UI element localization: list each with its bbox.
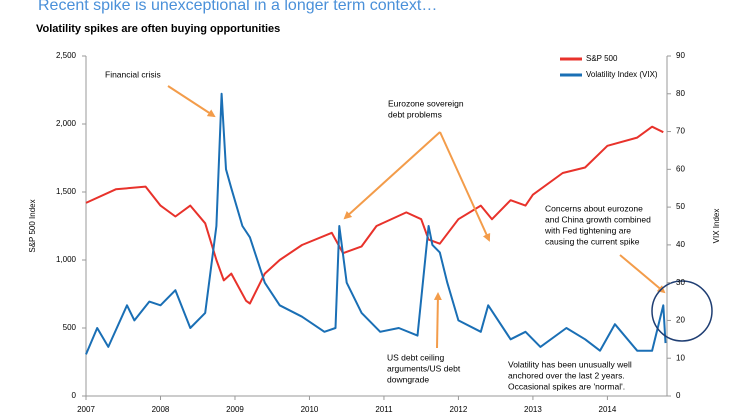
chart-subtitle: Volatility spikes are often buying oppor… <box>36 23 280 35</box>
arrow <box>433 292 442 349</box>
chart-title: Recent spike is unexceptional in a longe… <box>38 0 437 14</box>
annotation: Volatility has been unusually well <box>508 359 632 369</box>
x-tick-label: 2011 <box>375 405 393 414</box>
series-line <box>85 125 664 305</box>
arrow <box>619 254 666 294</box>
annotation: Financial crisis <box>105 69 161 79</box>
annotation: with Fed tightening are <box>544 225 631 235</box>
y-tick-label: 1,000 <box>56 255 77 264</box>
annotation: anchored over the last 2 years. <box>508 370 625 380</box>
arrow <box>439 131 491 242</box>
annotation: debt problems <box>388 109 442 119</box>
y2-tick-label: 30 <box>676 278 685 287</box>
x-tick-label: 2008 <box>152 405 170 414</box>
x-tick-label: 2014 <box>599 405 617 414</box>
annotation: Concerns about eurozone <box>545 203 643 213</box>
y-tick-label: 2,500 <box>56 51 77 60</box>
y2-tick-label: 20 <box>676 316 685 325</box>
series-line <box>85 92 667 355</box>
x-tick-label: 2013 <box>524 405 542 414</box>
y2-tick-label: 90 <box>676 51 685 60</box>
y-tick-label: 2,000 <box>56 119 77 128</box>
annotation: arguments/US debt <box>387 363 461 373</box>
arrow <box>167 85 216 118</box>
arrow <box>343 131 441 220</box>
y2-tick-label: 70 <box>676 127 685 136</box>
annotation: and China growth combined <box>545 214 651 224</box>
x-tick-label: 2010 <box>301 405 319 414</box>
legend-label: S&P 500 <box>586 54 618 63</box>
x-tick-label: 2012 <box>450 405 468 414</box>
annotation: causing the current spike <box>545 236 640 246</box>
y-tick-label: 500 <box>63 323 77 332</box>
x-tick-label: 2007 <box>77 405 95 414</box>
highlight-circle <box>651 280 713 342</box>
y2-tick-label: 10 <box>676 353 685 362</box>
y2-tick-label: 80 <box>676 89 685 98</box>
annotation: downgrade <box>387 374 429 384</box>
legend-label: Volatility Index (VIX) <box>586 70 658 79</box>
y-tick-label: 0 <box>72 391 77 400</box>
annotation: US debt ceiling <box>387 352 444 362</box>
plot <box>85 92 667 355</box>
y-axis-label: S&P 500 Index <box>28 199 37 252</box>
x-tick-label: 2009 <box>226 405 244 414</box>
y2-axis-label: VIX Index <box>712 209 721 244</box>
y2-tick-label: 0 <box>676 391 681 400</box>
annotation: Eurozone sovereign <box>388 98 464 108</box>
y-tick-label: 1,500 <box>56 187 77 196</box>
y2-tick-label: 50 <box>676 202 685 211</box>
y2-tick-label: 40 <box>676 240 685 249</box>
y2-tick-label: 60 <box>676 164 685 173</box>
annotation: Occasional spikes are 'normal'. <box>508 381 625 391</box>
